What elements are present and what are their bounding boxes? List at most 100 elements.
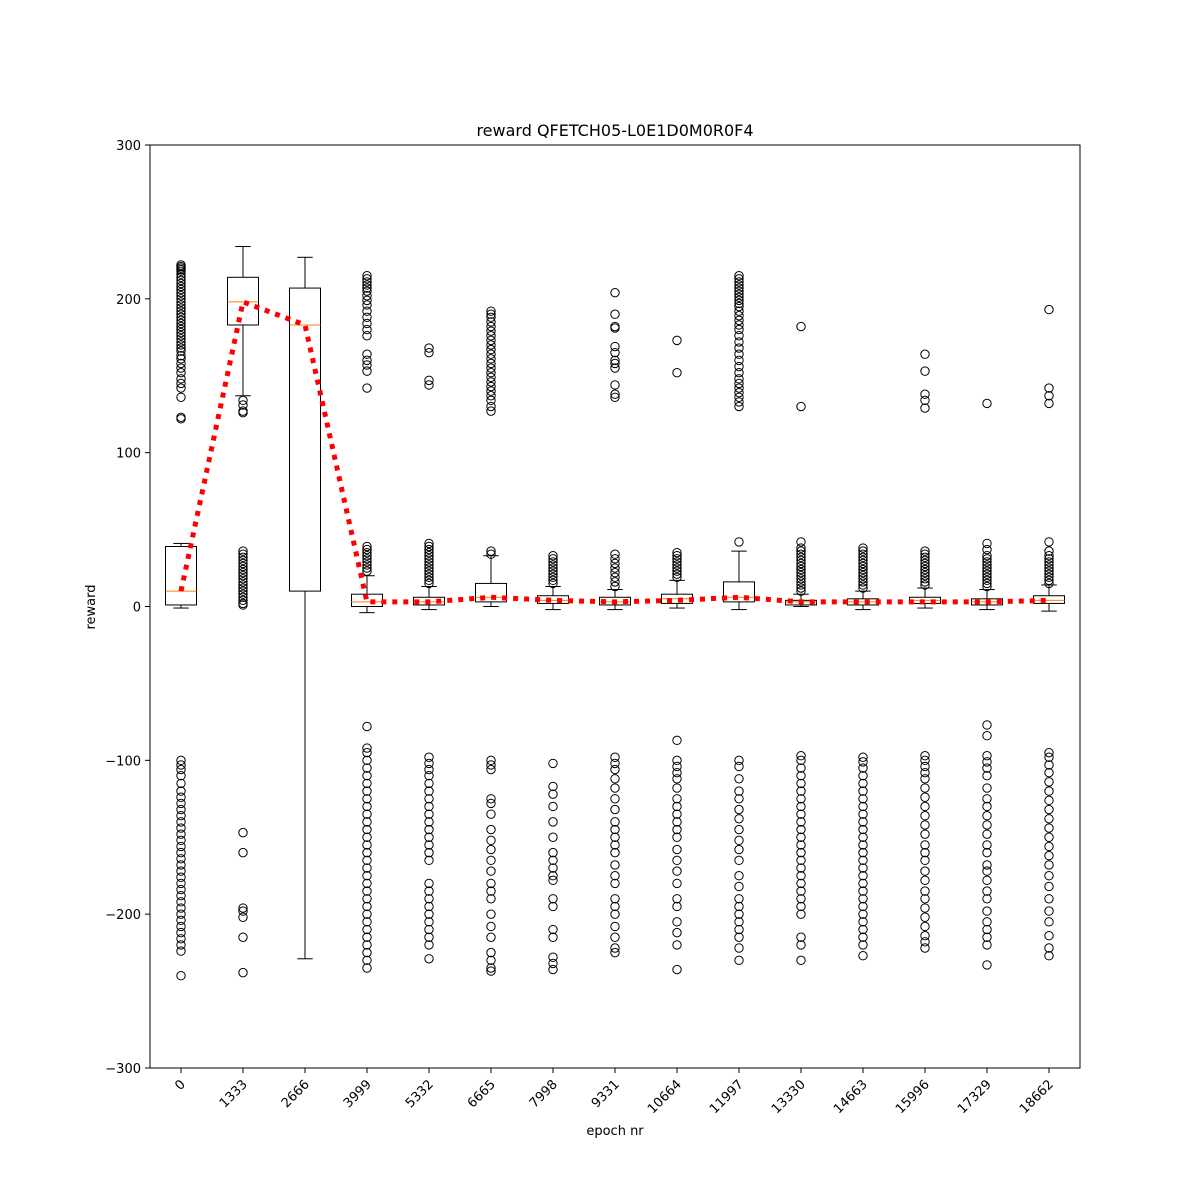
outlier-point [176, 340, 186, 350]
outlier-point [176, 786, 186, 796]
outlier-point [176, 971, 186, 981]
outlier-point [734, 943, 744, 953]
outlier-point [982, 581, 992, 592]
mean-line [178, 298, 1050, 605]
outlier-point [672, 774, 682, 784]
outlier-point [610, 549, 620, 559]
outlier-point [734, 383, 744, 393]
outlier-point [672, 817, 682, 827]
outlier-point [734, 277, 744, 287]
outlier-point [548, 758, 558, 769]
outlier-point [672, 569, 682, 579]
outlier-point [982, 906, 992, 916]
outlier-point [548, 551, 558, 561]
outlier-point [734, 367, 744, 378]
outlier-point [548, 863, 558, 873]
outlier-point [982, 398, 992, 409]
outlier-point [548, 557, 558, 567]
outlier-point [982, 578, 992, 589]
outlier-point [486, 955, 496, 966]
outlier-point [610, 824, 620, 835]
outlier-point [1044, 747, 1054, 758]
outlier-point [982, 866, 992, 876]
outlier-point [548, 855, 558, 866]
outlier-point [424, 560, 434, 570]
outlier-point [858, 580, 868, 590]
outlier-point [424, 840, 434, 850]
outlier-point [362, 286, 372, 296]
outlier-point [1044, 383, 1054, 393]
outlier-point [982, 875, 992, 886]
outlier-point [610, 563, 620, 573]
outlier-point [362, 847, 372, 858]
outlier-point [796, 901, 806, 912]
outlier-point [610, 392, 620, 402]
outlier-point [548, 566, 558, 576]
outlier-point [176, 392, 186, 402]
outlier-point [362, 832, 372, 842]
outlier-point [920, 567, 930, 578]
outlier-point [734, 881, 744, 892]
outlier-point [734, 774, 744, 784]
outlier-point [176, 891, 186, 901]
outlier-point [362, 840, 372, 850]
outlier-point [982, 924, 992, 935]
outlier-point [486, 963, 496, 973]
outlier-point [486, 372, 496, 382]
outlier-point [734, 349, 744, 359]
outlier-point [734, 761, 744, 772]
outlier-point [982, 771, 992, 781]
outlier-point [610, 901, 620, 912]
x-tick-label: 10664 [645, 1077, 685, 1117]
outlier-point [176, 315, 186, 326]
outlier-point [424, 380, 434, 390]
outlier-point [176, 337, 186, 347]
outlier-point [176, 272, 186, 282]
box [1033, 595, 1065, 604]
outlier-point [982, 572, 992, 582]
outlier-point [548, 894, 558, 904]
outlier-point [858, 786, 868, 796]
outlier-point [920, 829, 930, 839]
outlier-point [734, 794, 744, 804]
outlier-point [176, 383, 186, 393]
outlier-point [176, 291, 186, 301]
outlier-point [858, 855, 868, 866]
outlier-point [176, 841, 186, 852]
outlier-point [548, 832, 558, 842]
outlier-point [176, 764, 186, 775]
outlier-point [796, 824, 806, 835]
outlier-point [858, 894, 868, 904]
outlier-point [486, 367, 496, 378]
outlier-point [1044, 881, 1054, 892]
outlier-point [858, 558, 868, 569]
outlier-point [920, 580, 930, 590]
outlier-point [1044, 578, 1054, 589]
outlier-point [486, 546, 496, 556]
outlier-point [920, 774, 930, 784]
outlier-point [734, 315, 744, 326]
box [289, 287, 321, 592]
outlier-point [176, 278, 186, 289]
outlier-point [548, 932, 558, 942]
outlier-point [1044, 795, 1054, 806]
outlier-point [486, 363, 496, 373]
outlier-point [238, 564, 248, 575]
outlier-point [734, 871, 744, 881]
outlier-point [734, 894, 744, 904]
outlier-point [424, 375, 434, 386]
outlier-point [858, 543, 868, 553]
outlier-point [1044, 786, 1054, 796]
outlier-point [920, 577, 930, 587]
outlier-point [920, 875, 930, 886]
outlier-point [610, 572, 620, 582]
outlier-point [362, 878, 372, 889]
outlier-point [424, 932, 434, 942]
outlier-point [176, 940, 186, 950]
outlier-point [920, 855, 930, 866]
outlier-point [238, 549, 248, 559]
outlier-point [982, 560, 992, 570]
outlier-point [734, 301, 744, 312]
outlier-point [238, 580, 248, 590]
outlier-point [486, 866, 496, 876]
